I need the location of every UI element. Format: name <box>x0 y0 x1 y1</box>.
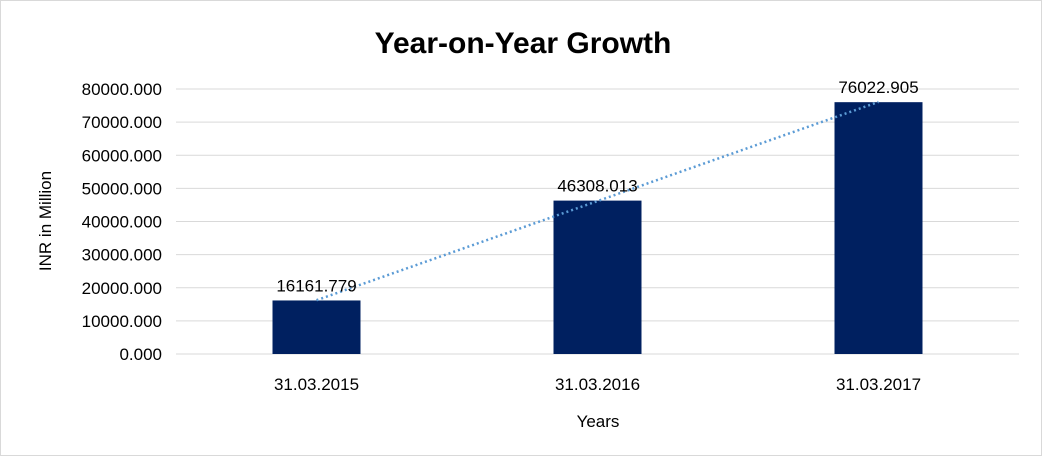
y-tick-label: 0.000 <box>119 345 162 364</box>
x-tick-label: 31.03.2017 <box>836 375 921 394</box>
y-axis-label: INR in Million <box>36 171 55 271</box>
bar-31.03.2016 <box>554 201 642 354</box>
y-tick-label: 50000.000 <box>82 179 162 198</box>
bar-31.03.2017 <box>835 102 923 354</box>
bars <box>273 102 923 354</box>
y-tick-label: 60000.000 <box>82 146 162 165</box>
x-tick-label: 31.03.2016 <box>555 375 640 394</box>
data-label: 16161.779 <box>276 276 356 295</box>
y-tick-label: 80000.000 <box>82 80 162 99</box>
x-axis-label: Years <box>577 412 620 431</box>
y-tick-label: 30000.000 <box>82 246 162 265</box>
data-label: 76022.905 <box>838 78 918 97</box>
y-tick-label: 10000.000 <box>82 312 162 331</box>
data-label: 46308.013 <box>557 177 637 196</box>
y-tick-label: 70000.000 <box>82 113 162 132</box>
y-tick-label: 40000.000 <box>82 213 162 232</box>
bar-31.03.2015 <box>273 300 361 354</box>
y-tick-label: 20000.000 <box>82 279 162 298</box>
y-axis-ticks: 0.000 10000.000 20000.000 30000.000 40000.00… <box>82 80 162 364</box>
x-axis-ticks: 31.03.2015 31.03.2016 31.03.2017 <box>274 375 921 394</box>
x-tick-label: 31.03.2015 <box>274 375 359 394</box>
chart-title: Year-on-Year Growth <box>375 27 672 60</box>
